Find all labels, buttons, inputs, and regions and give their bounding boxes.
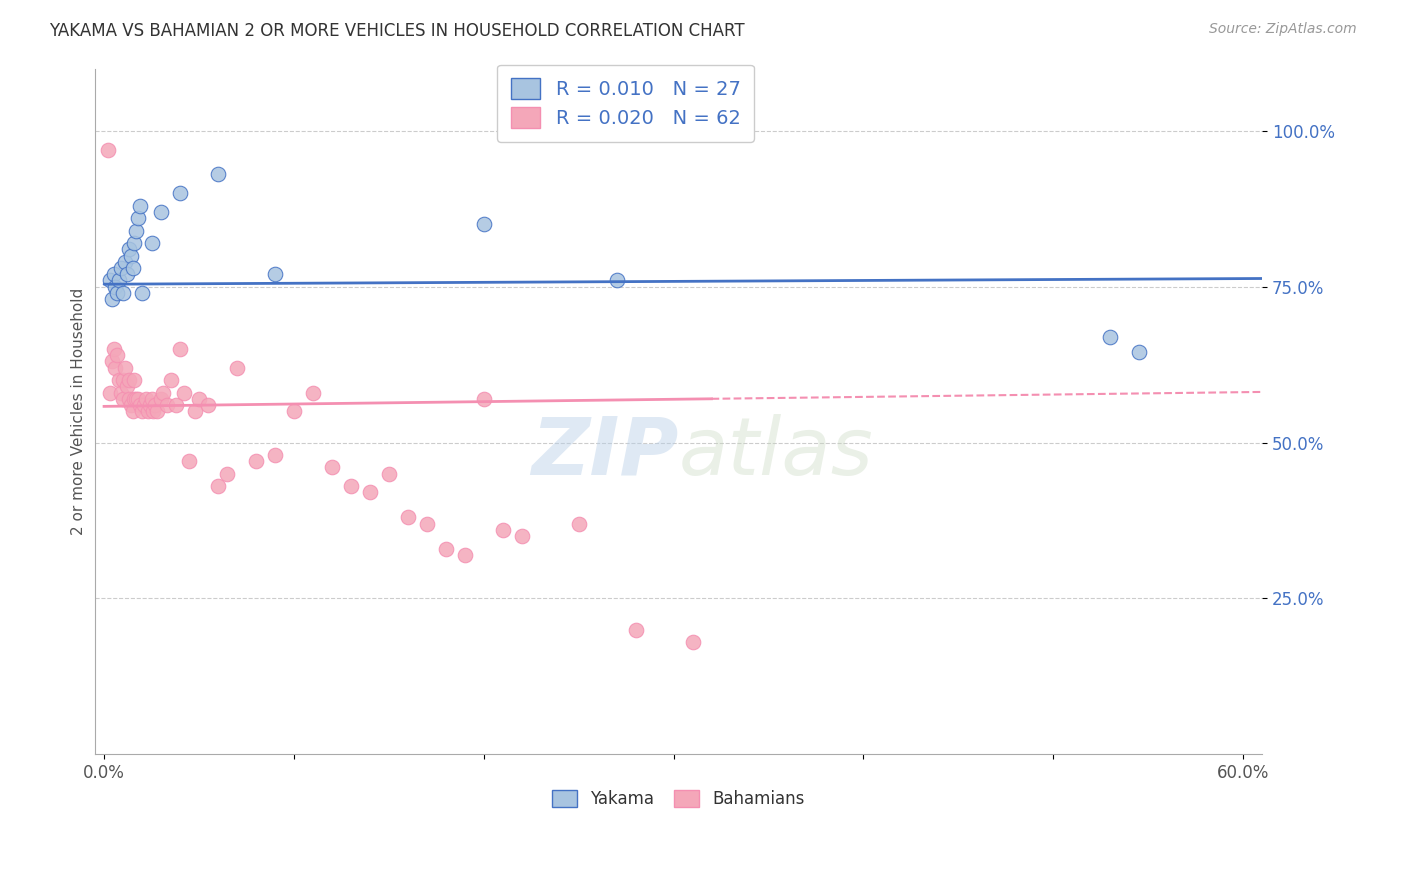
Point [492,523,515,537]
Point [1128,345,1150,359]
Point [115,267,138,281]
Point [302,385,325,400]
Point [169,186,191,201]
Point [129,398,152,412]
Point [118,373,141,387]
Point [135,392,157,406]
Point [110,385,132,400]
Point [568,516,591,531]
Point [100,292,122,306]
Point [188,392,211,406]
Point [114,254,136,268]
Point [152,385,174,400]
Point [143,398,166,412]
Point [124,373,146,387]
Point [184,404,207,418]
Point [416,516,439,531]
Point [104,360,127,375]
Y-axis label: 2 or more Vehicles in Household: 2 or more Vehicles in Household [72,288,86,535]
Point [340,479,363,493]
Point [207,168,229,182]
Point [141,235,163,250]
Point [150,205,173,219]
Point [127,211,149,226]
Point [264,267,287,281]
Point [146,404,169,418]
Point [98,385,121,400]
Point [156,398,179,412]
Point [97,143,120,157]
Point [624,623,647,637]
Text: atlas: atlas [678,414,873,491]
Point [396,510,419,524]
Point [454,548,477,562]
Point [321,460,343,475]
Point [108,273,131,287]
Point [129,199,152,213]
Point [103,342,125,356]
Point [179,454,201,468]
Point [173,385,195,400]
Point [132,398,155,412]
Point [110,260,132,275]
Point [264,448,287,462]
Point [434,541,457,556]
Point [114,360,136,375]
Point [226,360,249,375]
Point [120,398,142,412]
Point [112,373,135,387]
Point [472,218,495,232]
Point [510,529,533,543]
Point [472,392,495,406]
Point [121,260,143,275]
Point [141,392,163,406]
Point [124,235,146,250]
Point [124,392,146,406]
Point [98,273,121,287]
Point [682,635,704,649]
Point [138,398,160,412]
Point [359,485,381,500]
Point [120,248,142,262]
Point [104,279,127,293]
Text: Source: ZipAtlas.com: Source: ZipAtlas.com [1209,22,1357,37]
Point [131,404,153,418]
Text: ZIP: ZIP [531,414,678,491]
Point [165,398,187,412]
Point [105,285,128,300]
Point [207,479,229,493]
Point [136,404,159,418]
Point [105,348,128,362]
Point [118,392,141,406]
Point [121,404,143,418]
Point [150,392,173,406]
Point [142,404,165,418]
Point [112,285,135,300]
Point [131,285,153,300]
Point [169,342,191,356]
Point [100,354,122,368]
Point [245,454,267,468]
Point [159,373,181,387]
Point [127,392,149,406]
Point [108,373,131,387]
Text: YAKAMA VS BAHAMIAN 2 OR MORE VEHICLES IN HOUSEHOLD CORRELATION CHART: YAKAMA VS BAHAMIAN 2 OR MORE VEHICLES IN… [49,22,745,40]
Point [125,224,148,238]
Point [125,392,148,406]
Point [283,404,305,418]
Point [197,398,219,412]
Point [217,467,239,481]
Legend: Yakama, Bahamians: Yakama, Bahamians [546,783,811,814]
Point [115,379,138,393]
Point [378,467,401,481]
Point [118,242,141,256]
Point [103,267,125,281]
Point [606,273,628,287]
Point [112,392,135,406]
Point [1099,329,1122,343]
